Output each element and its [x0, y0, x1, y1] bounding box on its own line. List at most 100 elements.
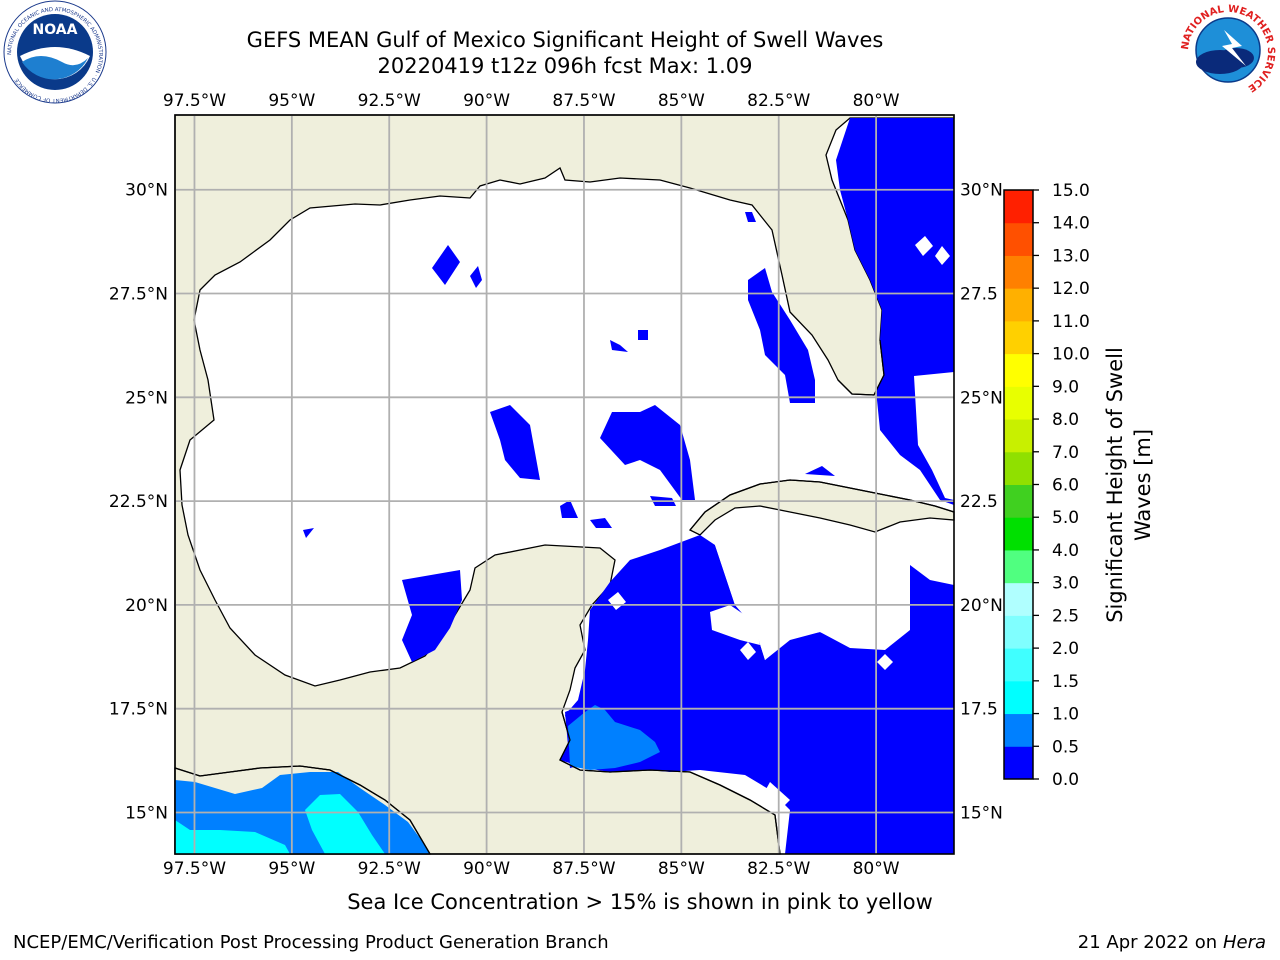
lat-label-left-4: 20°N [125, 596, 168, 616]
field-florida-west [748, 268, 815, 403]
field-small-4 [638, 330, 648, 340]
field-pacific-cyan-a [305, 794, 385, 854]
colorbar-label-line2: Waves [m] [1131, 429, 1155, 541]
lat-label-left-1: 27.5°N [109, 285, 168, 305]
field-small-8 [590, 518, 612, 528]
lat-label-left-3: 22.5°N [109, 492, 168, 512]
colorbar-label-line1: Significant Height of Swell [1103, 347, 1127, 623]
noaa-logo-text: NOAA [33, 22, 78, 38]
field-caribbean [560, 535, 954, 854]
lat-label-right-5: 17.5 [960, 700, 998, 720]
field-small-6 [303, 528, 314, 538]
colorbar-segment-3 [1004, 648, 1033, 682]
colorbar-tick-label-1: 0.5 [1052, 737, 1079, 757]
field-campeche [402, 570, 462, 662]
colorbar-tick-label-10: 7.0 [1052, 443, 1079, 463]
colorbar-tick-label-0: 0.0 [1052, 770, 1079, 790]
lat-label-left-6: 15°N [125, 803, 168, 823]
colorbar-segment-0 [1004, 746, 1033, 780]
colorbar-segment-9 [1004, 451, 1033, 485]
lon-label-top-0: 97.5°W [163, 91, 226, 111]
map-panel: 97.5°W 95°W 92.5°W 90°W 87.5°W 85°W 82.5°W 80°W… [109, 91, 1003, 879]
lon-label-bottom-0: 97.5°W [163, 859, 226, 879]
colorbar-segment-8 [1004, 484, 1033, 518]
field-central-gulf-a [490, 405, 540, 480]
lon-label-bottom-1: 95°W [268, 859, 315, 879]
colorbar-segment-6 [1004, 549, 1033, 584]
field-small-1 [432, 245, 460, 285]
colorbar-tick-label-13: 10.0 [1052, 345, 1090, 365]
lon-label-bottom-5: 85°W [658, 859, 705, 879]
lon-label-top-3: 90°W [463, 91, 510, 111]
lat-label-right-1: 27.5 [960, 285, 998, 305]
colorbar-segment-16 [1004, 222, 1033, 256]
field-central-gulf-b [600, 405, 695, 500]
field-small-3 [610, 340, 628, 352]
lat-label-right-0: 30°N [960, 181, 1003, 201]
lat-labels-right: 30°N 27.5 25°N 22.5 20°N 17.5 15°N [960, 181, 1003, 824]
lat-label-right-3: 22.5 [960, 492, 998, 512]
colorbar-segment-1 [1004, 713, 1033, 747]
lon-labels-top: 97.5°W 95°W 92.5°W 90°W 87.5°W 85°W 82.5°W 80°W [163, 91, 900, 111]
colorbar-segment-17 [1004, 190, 1033, 224]
lon-label-bottom-2: 92.5°W [358, 859, 421, 879]
field-small-7 [560, 500, 578, 518]
colorbar-tick-label-11: 8.0 [1052, 410, 1079, 430]
colorbar-segment-15 [1004, 255, 1033, 289]
colorbar: 0.0 0.5 1.0 1.5 2.0 2.5 3.0 4.0 5.0 6.0 7.0 8.0 9.0 1… [1003, 181, 1090, 790]
lat-label-right-6: 15°N [960, 803, 1003, 823]
field-honduras-gulf [568, 705, 660, 770]
colorbar-tick-label-12: 9.0 [1052, 377, 1079, 397]
colorbar-tick-label-7: 4.0 [1052, 541, 1079, 561]
colorbar-segment-2 [1004, 680, 1033, 715]
colorbar-tick-label-6: 3.0 [1052, 574, 1079, 594]
footer-credit: NCEP/EMC/Verification Post Processing Pr… [13, 932, 609, 953]
footer-host: Hera [1222, 932, 1266, 953]
lon-labels-bottom: 97.5°W 95°W 92.5°W 90°W 87.5°W 85°W 82.5°W 80°W [163, 859, 900, 879]
lat-labels-left: 30°N 27.5°N 25°N 22.5°N 20°N 17.5°N 15°N [109, 181, 168, 824]
sea-ice-note: Sea Ice Concentration > 15% is shown in … [347, 890, 933, 914]
lon-label-bottom-6: 82.5°W [747, 859, 810, 879]
lon-label-top-7: 80°W [853, 91, 900, 111]
nws-logo: NATIONAL WEATHER SERVICE [1178, 2, 1278, 102]
colorbar-segment-7 [1004, 517, 1033, 551]
lon-label-top-1: 95°W [268, 91, 315, 111]
lon-label-bottom-3: 90°W [463, 859, 510, 879]
lon-label-top-4: 87.5°W [552, 91, 615, 111]
colorbar-tick-label-18: 15.0 [1052, 181, 1090, 201]
field-pacific-cyan-b [175, 820, 290, 854]
colorbar-label: Significant Height of Swell Waves [m] [1103, 347, 1155, 623]
noaa-logo: NOAA NATIONAL OCEANIC AND ATMOSPHERIC AD… [3, 0, 107, 104]
lat-label-left-2: 25°N [125, 388, 168, 408]
colorbar-tick-label-5: 2.5 [1052, 606, 1079, 626]
colorbar-segment-12 [1004, 353, 1033, 387]
colorbar-tick-label-15: 12.0 [1052, 279, 1090, 299]
lat-label-right-4: 20°N [960, 596, 1003, 616]
chart-title: GEFS MEAN Gulf of Mexico Significant Hei… [246, 28, 884, 52]
colorbar-tick-label-2: 1.0 [1052, 705, 1079, 725]
lon-label-bottom-4: 87.5°W [552, 859, 615, 879]
colorbar-segment-4 [1004, 615, 1033, 649]
lon-label-top-2: 92.5°W [358, 91, 421, 111]
gridlines [175, 115, 954, 854]
field-small-2 [470, 266, 482, 288]
colorbar-segment-14 [1004, 288, 1033, 322]
colorbar-tick-label-4: 2.0 [1052, 639, 1079, 659]
field-cayman [805, 466, 835, 476]
colorbar-segment-13 [1004, 320, 1033, 355]
footer-date: 21 Apr 2022 on Hera [1078, 932, 1266, 953]
colorbar-tick-label-16: 13.0 [1052, 246, 1090, 266]
lon-label-top-5: 85°W [658, 91, 705, 111]
colorbar-tick-label-17: 14.0 [1052, 214, 1090, 234]
map-frame [174, 114, 955, 855]
colorbar-tick-label-9: 6.0 [1052, 476, 1079, 496]
colorbar-tick-label-3: 1.5 [1052, 672, 1079, 692]
lon-label-top-6: 82.5°W [747, 91, 810, 111]
lat-label-left-0: 30°N [125, 181, 168, 201]
colorbar-tick-label-14: 11.0 [1052, 312, 1090, 332]
lat-label-left-5: 17.5°N [109, 700, 168, 720]
footer-date-text: 21 Apr 2022 on [1077, 932, 1223, 953]
lon-label-bottom-7: 80°W [853, 859, 900, 879]
colorbar-segment-10 [1004, 419, 1033, 453]
